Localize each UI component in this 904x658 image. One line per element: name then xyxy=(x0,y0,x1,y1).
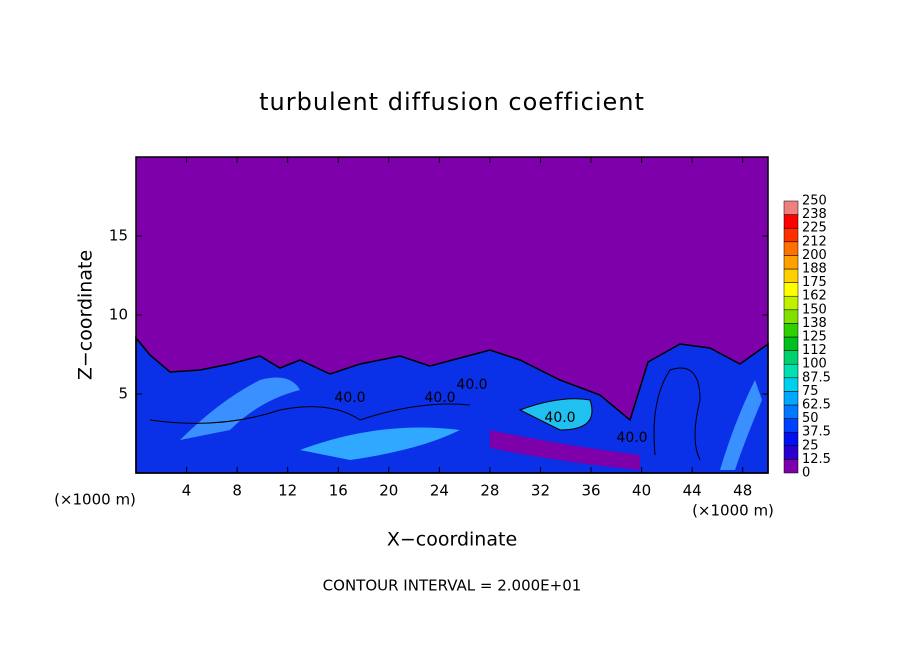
colorbar-label: 112 xyxy=(802,343,827,358)
colorbar-label: 200 xyxy=(802,248,827,263)
colorbar-label: 50 xyxy=(802,411,819,426)
contour-label: 40.0 xyxy=(544,410,575,426)
x-tick-label: 4 xyxy=(182,482,192,500)
y-tick-label: 10 xyxy=(109,306,128,324)
colorbar-box xyxy=(783,459,799,474)
colorbar-box xyxy=(783,241,799,256)
field-region xyxy=(135,335,769,474)
x-tick-label: 16 xyxy=(329,482,348,500)
colorbar-label: 37.5 xyxy=(802,425,831,440)
colorbar-label: 175 xyxy=(802,275,827,290)
colorbar-box xyxy=(783,418,799,433)
colorbar-box xyxy=(783,431,799,447)
x-tick-label: 28 xyxy=(480,482,499,500)
colorbar-label: 212 xyxy=(802,234,827,249)
y-axis-title: Z−coordinate xyxy=(75,250,97,380)
field-streak xyxy=(720,380,762,470)
y-tick-label: 5 xyxy=(118,385,128,403)
colorbar-box xyxy=(783,323,799,338)
colorbar-label: 225 xyxy=(802,221,827,236)
colorbar-box xyxy=(783,350,799,365)
colorbar-box xyxy=(783,268,799,283)
colorbar-box xyxy=(783,336,799,351)
contour-label: 40.0 xyxy=(334,390,365,406)
contour-label: 40.0 xyxy=(424,390,455,406)
x-tick-label: 32 xyxy=(531,482,550,500)
field-region xyxy=(490,430,640,470)
x-tick-label: 40 xyxy=(632,482,651,500)
x-tick-label: 44 xyxy=(683,482,702,500)
contour-label: 40.0 xyxy=(456,377,487,393)
colorbar-label: 12.5 xyxy=(802,452,831,467)
colorbar-label: 25 xyxy=(802,438,819,453)
colorbar-box xyxy=(783,404,799,419)
x-tick-label: 48 xyxy=(733,482,752,500)
field-streak xyxy=(300,427,460,460)
colorbar-box xyxy=(783,282,799,297)
colorbar-label: 87.5 xyxy=(802,370,831,385)
x-axis-title: X−coordinate xyxy=(387,529,517,551)
contour-label: 40.0 xyxy=(616,430,647,446)
footer-note: CONTOUR INTERVAL = 2.000E+01 xyxy=(323,577,582,595)
colorbar-label: 75 xyxy=(802,384,819,399)
colorbar-box xyxy=(783,200,799,215)
x-tick-label: 36 xyxy=(581,482,600,500)
colorbar-box xyxy=(783,214,799,229)
colorbar-label: 250 xyxy=(802,194,827,209)
contour-line xyxy=(149,403,471,424)
x-unit-label: (×1000 m) xyxy=(692,502,774,520)
colorbar-label: 0 xyxy=(802,466,810,481)
colorbar-box xyxy=(783,377,799,392)
contour-line xyxy=(653,367,701,461)
x-unit-label: (×1000 m) xyxy=(54,491,136,509)
colorbar-label: 188 xyxy=(802,262,827,277)
colorbar-box xyxy=(783,255,799,270)
colorbar-label: 100 xyxy=(802,357,827,372)
colorbar-label: 238 xyxy=(802,207,827,222)
y-tick-label: 15 xyxy=(109,227,128,245)
colorbar-box xyxy=(783,309,799,324)
x-tick-label: 24 xyxy=(430,482,449,500)
colorbar-label: 138 xyxy=(802,316,827,331)
colorbar-box xyxy=(783,295,799,311)
colorbar-box xyxy=(783,227,799,243)
colorbar-box xyxy=(783,363,799,379)
x-tick-label: 12 xyxy=(278,482,297,500)
field-streak xyxy=(518,398,593,431)
colorbar-label: 150 xyxy=(802,302,827,317)
colorbar-box xyxy=(783,445,799,460)
x-tick-label: 8 xyxy=(232,482,242,500)
colorbar-label: 162 xyxy=(802,289,827,304)
colorbar-box xyxy=(783,391,799,406)
field xyxy=(135,157,769,474)
x-tick-label: 20 xyxy=(379,482,398,500)
colorbar-label: 62.5 xyxy=(802,398,831,413)
field-streak xyxy=(180,377,300,440)
colorbar-label: 125 xyxy=(802,330,827,345)
chart-title: turbulent diffusion coefficient xyxy=(259,88,645,116)
